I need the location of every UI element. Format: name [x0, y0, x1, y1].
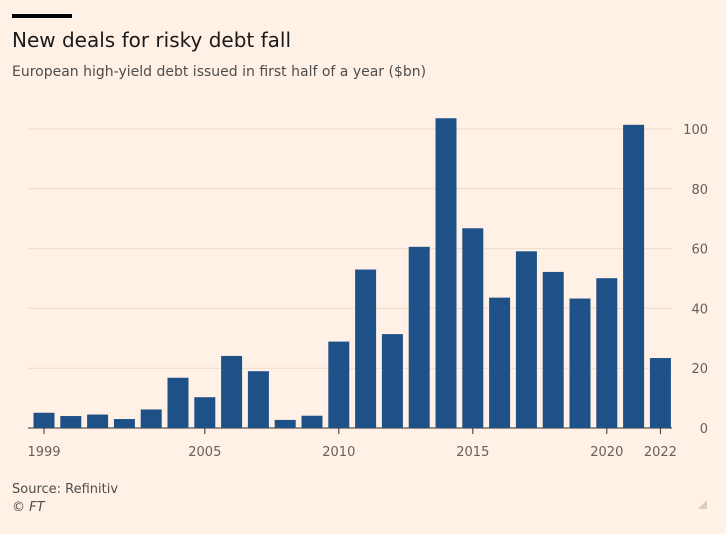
- y-tick-label: 0: [700, 422, 708, 437]
- chart-title: New deals for risky debt fall: [12, 28, 291, 52]
- x-tick-label: 2020: [590, 445, 623, 460]
- x-tick-label: 2015: [456, 445, 489, 460]
- bars: [33, 118, 671, 429]
- x-tick-label: 2010: [322, 445, 355, 460]
- chart-subtitle: European high-yield debt issued in first…: [12, 64, 427, 80]
- copyright-note: © FT: [12, 500, 45, 515]
- resize-corner-icon: [698, 500, 707, 509]
- bar-2019: [569, 298, 591, 428]
- bar-2010: [328, 341, 350, 428]
- bar-2016: [489, 297, 511, 428]
- bar-2014: [435, 118, 457, 429]
- x-tick-label: 2005: [188, 445, 221, 460]
- y-tick-label: 40: [691, 302, 708, 317]
- bar-2012: [381, 334, 403, 428]
- bar-2015: [462, 228, 484, 428]
- y-tick-label: 80: [691, 183, 708, 198]
- bar-2003: [140, 409, 162, 428]
- ft-top-rule: [12, 14, 72, 18]
- x-tick-label: 1999: [27, 445, 60, 460]
- y-tick-label: 20: [691, 362, 708, 377]
- y-tick-label: 60: [691, 243, 708, 258]
- bar-2011: [355, 269, 377, 428]
- bar-2008: [274, 419, 296, 428]
- bar-1999: [33, 412, 55, 428]
- bar-2020: [596, 278, 618, 428]
- bar-2018: [542, 271, 564, 428]
- bar-2021: [623, 124, 645, 429]
- x-axis-ticks: 1999 2005 2010 2015 2020 2022: [27, 428, 677, 460]
- bar-2013: [408, 246, 430, 428]
- bar-2002: [113, 419, 135, 428]
- y-tick-label: 100: [683, 123, 708, 138]
- source-note: Source: Refinitiv: [12, 482, 119, 497]
- bar-2017: [515, 251, 537, 428]
- bar-2022: [649, 358, 671, 428]
- x-tick-label: 2022: [644, 445, 677, 460]
- bar-2007: [247, 371, 269, 428]
- bar-2006: [221, 355, 243, 428]
- y-axis-ticks: 0 20 40 60 80 100: [683, 123, 708, 437]
- bar-2004: [167, 377, 189, 428]
- bar-2005: [194, 397, 216, 428]
- gridlines: [28, 128, 672, 429]
- bar-2001: [87, 414, 109, 428]
- bar-2000: [60, 416, 82, 428]
- bar-2009: [301, 415, 323, 428]
